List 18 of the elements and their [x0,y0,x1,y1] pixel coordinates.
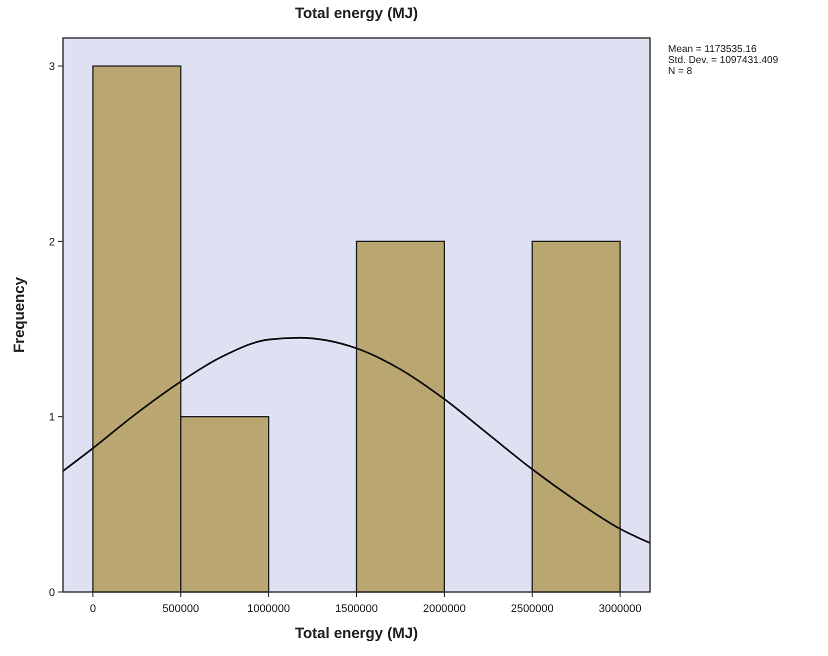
x-tick-label: 1000000 [247,603,290,615]
text: N = 8 [668,66,693,77]
x-tick-label: 1500000 [335,603,378,615]
line-series [62,336,651,544]
x-tick-label: 2500000 [510,603,554,615]
y-axis-title: Frequency [11,276,28,353]
chart-title: Total energy (MJ) [294,5,418,22]
y-tick-label: 3 [48,61,55,74]
text: Std. Dev. = 1097431.409 [668,55,779,66]
y-tick-label: 0 [48,587,55,599]
x-tick-label: 2000000 [422,603,466,615]
text: Mean = 1173535.16 [668,44,757,55]
y-tick-label: 2 [48,236,55,248]
x-axis-title: Total energy (MJ) [294,625,418,642]
x-tick-label: 3000000 [598,603,642,615]
x-tick-label: 500000 [162,603,200,615]
x-tick-label: 0 [90,603,96,615]
y-tick-label: 1 [48,412,55,424]
